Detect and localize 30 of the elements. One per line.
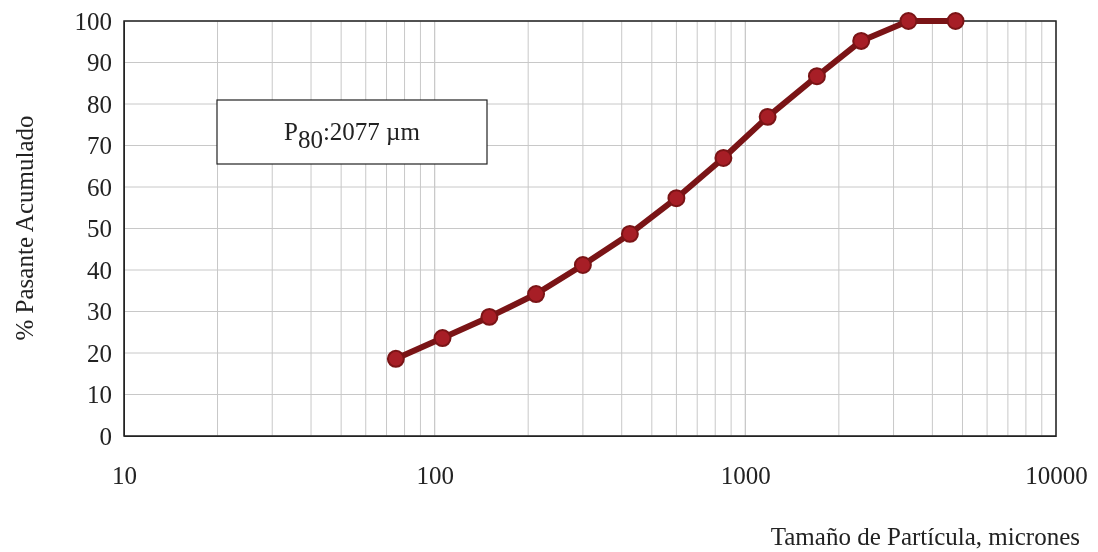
x-tick-label: 100 [416,461,454,489]
y-tick-label: 50 [87,215,112,242]
y-tick-label: 0 [99,422,112,450]
point [573,256,592,274]
point [480,307,499,326]
y-tick-label: 20 [87,339,112,367]
point [433,329,452,348]
x-axis-title: Tamaño de Partícula, micrones [770,523,1080,550]
x-tick-label: 10000 [1025,461,1088,489]
point [946,12,965,30]
point [807,67,826,86]
y-tick-label: 40 [87,256,112,284]
point [714,148,733,167]
point [667,189,686,208]
x-tick-label: 1000 [720,461,771,489]
point [527,285,546,304]
y-axis-title: % Pasante Acumulado [11,115,38,341]
y-tick-label: 90 [87,49,112,76]
y-tick-label: 60 [87,173,112,201]
point [758,107,777,126]
y-tick-label: 70 [87,132,112,159]
y-tick-label: 80 [87,90,112,118]
y-tick-label: 30 [87,298,112,325]
point [899,12,918,30]
y-tick-label: 10 [87,381,112,408]
x-tick-label: 10 [112,461,137,489]
point [620,224,639,243]
point [852,31,871,50]
y-tick-label: 100 [74,7,112,35]
point [386,349,405,368]
